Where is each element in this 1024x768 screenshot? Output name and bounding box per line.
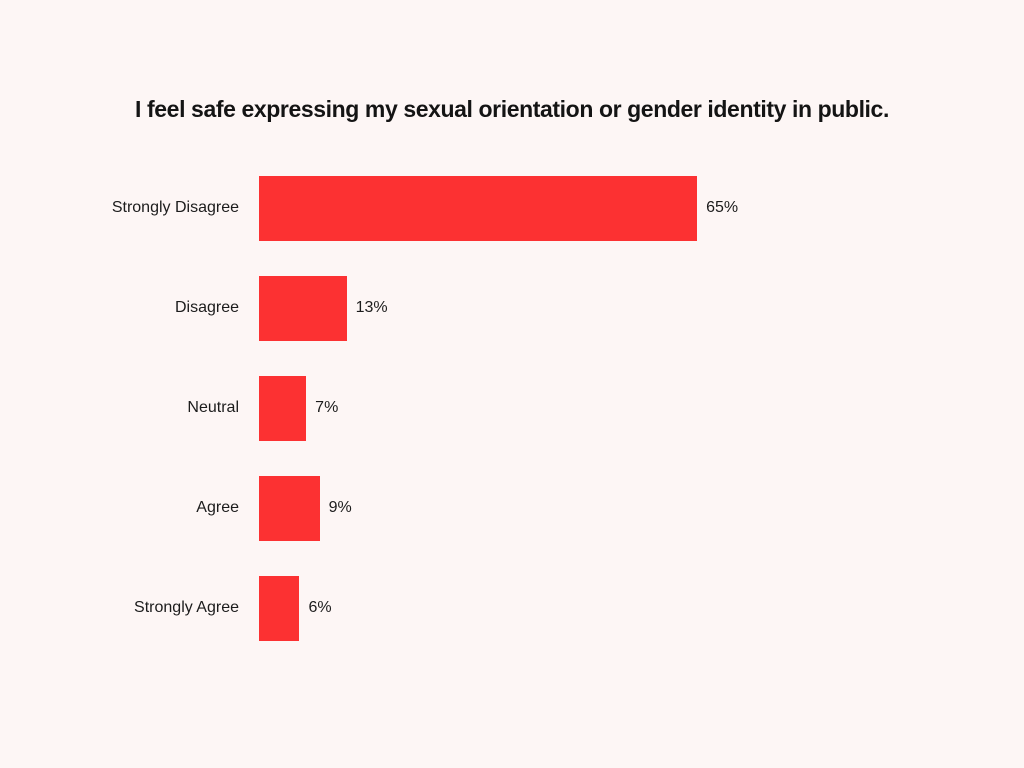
category-label: Neutral [187,399,239,416]
bar-neutral [259,375,307,441]
chart-row: Agree 9% [0,458,738,558]
bar-chart: Strongly Disagree 65% Disagree 13% Neutr… [0,158,738,658]
value-label: 13% [355,299,388,316]
value-label: 6% [308,599,332,616]
bar-disagree [259,275,347,341]
value-label: 65% [706,199,739,216]
chart-row: Strongly Agree 6% [0,558,738,658]
bar-strongly-agree [259,575,300,641]
chart-row: Disagree 13% [0,258,738,358]
chart-row: Strongly Disagree 65% [0,158,738,258]
bar-strongly-disagree [259,175,698,241]
category-label: Strongly Agree [134,599,239,616]
chart-row: Neutral 7% [0,358,738,458]
category-label: Disagree [174,299,239,316]
value-label: 9% [328,499,352,516]
value-label: 7% [315,399,339,416]
category-label: Agree [196,499,239,516]
category-label: Strongly Disagree [111,199,239,216]
chart-title: I feel safe expressing my sexual orienta… [135,96,889,122]
bar-agree [259,475,320,541]
